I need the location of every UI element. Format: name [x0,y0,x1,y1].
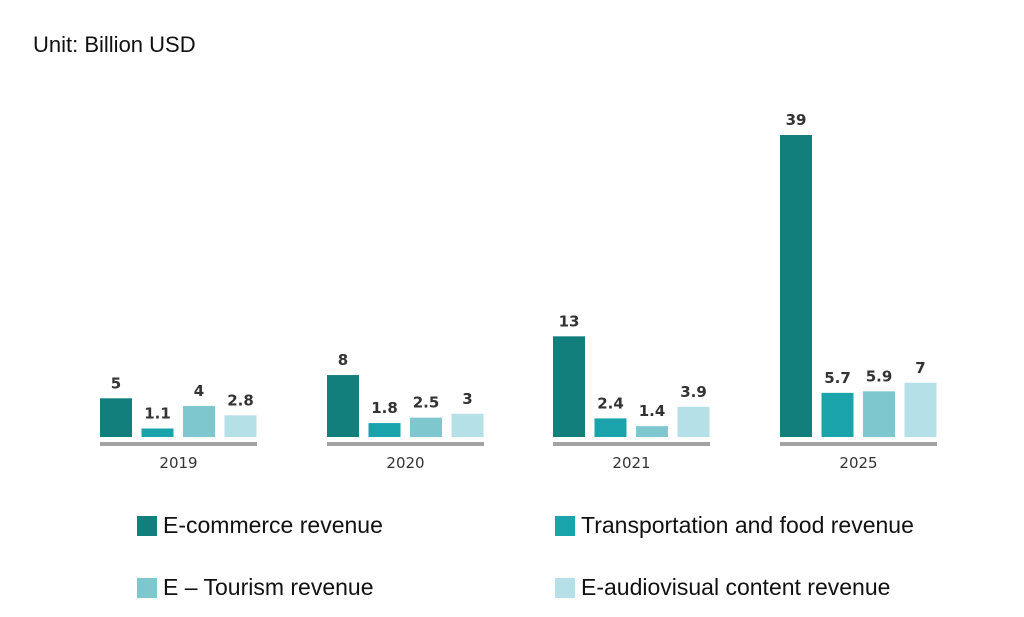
data-label-e-audiovisual-content-revenue-2025: 7 [915,359,925,377]
bar-transportation-and-food-revenue-2019 [141,428,174,437]
bar-e-commerce-revenue-2020 [327,375,359,437]
x-tick-label-2020: 2020 [386,454,424,472]
data-label-e-commerce-revenue-2020: 8 [338,351,348,369]
data-label-e-tourism-revenue-2020: 2.5 [413,394,440,412]
unit-label: Unit: Billion USD [33,32,196,57]
bar-transportation-and-food-revenue-2025 [821,392,854,437]
bar-e-commerce-revenue-2025 [780,135,812,437]
bar-e-audiovisual-content-revenue-2019 [224,415,257,437]
data-label-e-commerce-revenue-2021: 13 [559,312,580,330]
bar-transportation-and-food-revenue-2020 [368,423,401,437]
legend-label: E-commerce revenue [163,512,383,538]
bar-e-audiovisual-content-revenue-2020 [451,413,484,437]
data-label-e-audiovisual-content-revenue-2021: 3.9 [680,383,707,401]
bar-e-audiovisual-content-revenue-2021 [677,406,710,437]
data-label-transportation-and-food-revenue-2019: 1.1 [144,404,171,422]
bar-transportation-and-food-revenue-2021 [594,418,627,437]
data-label-e-tourism-revenue-2025: 5.9 [866,367,893,385]
axis-line-2019 [100,442,257,446]
x-tick-label-2021: 2021 [612,454,650,472]
bar-e-tourism-revenue-2019 [183,406,215,437]
axis-line-2020 [327,442,484,446]
legend-swatch-transportation [555,515,575,536]
data-label-transportation-and-food-revenue-2020: 1.8 [371,399,398,417]
legend-item-transportation: Transportation and food revenue [555,512,914,539]
bar-e-commerce-revenue-2019 [100,398,132,437]
legend-swatch-tourism [137,577,157,598]
legend-swatch-audiovisual [555,577,575,598]
data-label-e-commerce-revenue-2019: 5 [111,374,121,392]
data-label-transportation-and-food-revenue-2025: 5.7 [824,369,851,387]
bar-e-commerce-revenue-2021 [553,336,585,437]
legend-item-ecommerce: E-commerce revenue [137,512,383,539]
legend-swatch-ecommerce [137,515,157,536]
data-label-e-tourism-revenue-2019: 4 [194,382,204,400]
data-label-e-audiovisual-content-revenue-2020: 3 [462,390,472,408]
axis-line-2025 [780,442,937,446]
legend-item-tourism: E – Tourism revenue [137,574,374,601]
bar-e-tourism-revenue-2021 [636,426,668,437]
axis-line-2021 [553,442,710,446]
x-tick-label-2019: 2019 [159,454,197,472]
bar-e-audiovisual-content-revenue-2025 [904,382,937,437]
legend-label: E-audiovisual content revenue [581,574,891,600]
legend-label: Transportation and food revenue [581,512,914,538]
bar-e-tourism-revenue-2025 [863,391,895,437]
data-label-transportation-and-food-revenue-2021: 2.4 [597,394,624,412]
legend-label: E – Tourism revenue [163,574,374,600]
x-tick-label-2025: 2025 [839,454,877,472]
data-label-e-audiovisual-content-revenue-2019: 2.8 [227,391,254,409]
bar-e-tourism-revenue-2020 [410,417,442,437]
data-label-e-commerce-revenue-2025: 39 [786,111,807,129]
legend-item-audiovisual: E-audiovisual content revenue [555,574,890,601]
data-label-e-tourism-revenue-2021: 1.4 [639,402,666,420]
